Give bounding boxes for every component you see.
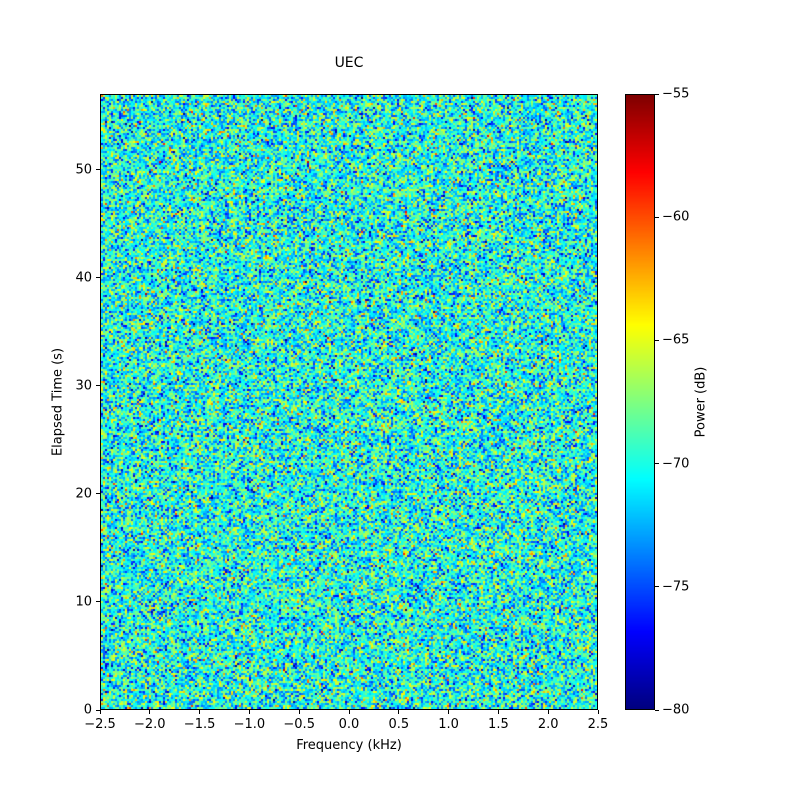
y-tick-mark — [96, 385, 100, 387]
y-axis-label: Elapsed Time (s) — [50, 347, 66, 457]
colorbar-label: Power (dB) — [693, 366, 709, 438]
x-tick-mark — [248, 710, 250, 714]
colorbar-tick-mark — [655, 216, 659, 218]
y-tick-label: 40 — [75, 270, 92, 286]
colorbar-tick-mark — [655, 339, 659, 341]
colorbar-tick-label: −55 — [662, 86, 690, 102]
colorbar-gradient-canvas — [626, 95, 654, 709]
heatmap-plot-area — [100, 94, 598, 710]
y-tick-mark — [96, 601, 100, 603]
x-tick-mark — [398, 710, 400, 714]
x-tick-label: −2.5 — [84, 717, 116, 732]
y-tick-mark — [96, 169, 100, 171]
y-tick-mark — [96, 709, 100, 711]
y-tick-label: 10 — [75, 594, 92, 610]
x-tick-label: 1.0 — [438, 717, 459, 732]
colorbar-tick-mark — [655, 709, 659, 711]
x-tick-label: 2.0 — [537, 717, 559, 732]
x-tick-mark — [448, 710, 450, 714]
colorbar-tick-label: −75 — [662, 579, 690, 595]
x-tick-mark — [99, 710, 101, 714]
x-tick-mark — [149, 710, 151, 714]
x-tick-label: 0.5 — [388, 717, 410, 732]
x-tick-mark — [497, 710, 499, 714]
colorbar-tick-mark — [655, 93, 659, 95]
y-tick-label: 30 — [75, 378, 92, 394]
x-tick-label: −0.5 — [283, 717, 315, 732]
colorbar — [625, 94, 655, 710]
colorbar-tick-mark — [655, 463, 659, 465]
colorbar-tick-label: −65 — [662, 332, 690, 348]
x-tick-mark — [298, 710, 300, 714]
x-tick-mark — [597, 710, 599, 714]
y-tick-mark — [96, 277, 100, 279]
plot-title: UEC — [334, 55, 364, 71]
y-tick-label: 50 — [75, 162, 92, 178]
x-tick-label: −1.5 — [183, 717, 216, 732]
x-axis-label: Frequency (kHz) — [296, 738, 402, 753]
colorbar-tick-label: −60 — [662, 209, 690, 225]
colorbar-tick-label: −70 — [662, 456, 690, 472]
x-tick-mark — [547, 710, 549, 714]
colorbar-tick-label: −80 — [662, 702, 690, 718]
x-tick-mark — [199, 710, 201, 714]
y-tick-label: 0 — [83, 702, 92, 718]
x-tick-label: 0.0 — [338, 717, 360, 732]
colorbar-tick-mark — [655, 586, 659, 588]
y-tick-label: 20 — [75, 486, 92, 502]
x-tick-label: −2.0 — [134, 717, 166, 732]
x-tick-mark — [348, 710, 350, 714]
x-tick-label: 2.5 — [587, 717, 609, 732]
y-tick-mark — [96, 493, 100, 495]
x-tick-label: 1.5 — [488, 717, 509, 732]
x-tick-label: −1.0 — [233, 717, 266, 732]
spectrogram-canvas — [101, 95, 597, 709]
